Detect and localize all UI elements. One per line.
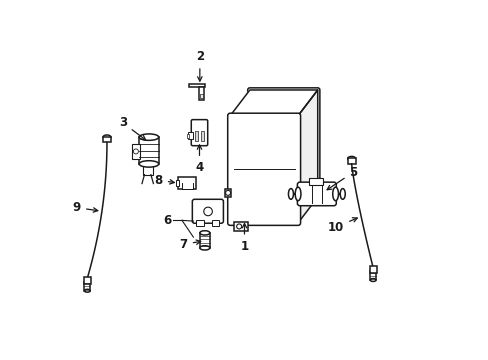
Bar [83,277,91,284]
Bar [142,163,153,175]
Bar [196,220,203,226]
Ellipse shape [340,189,345,199]
Text: 10: 10 [327,218,357,234]
FancyBboxPatch shape [227,113,300,225]
Circle shape [133,149,138,154]
Bar [199,87,204,100]
Ellipse shape [288,189,293,199]
Text: 5: 5 [326,166,357,190]
Bar [200,233,209,248]
Text: 9: 9 [73,201,98,214]
Ellipse shape [332,187,338,201]
Ellipse shape [139,134,159,140]
Bar [233,222,247,231]
FancyBboxPatch shape [297,182,336,206]
Bar [132,144,140,158]
Text: 2: 2 [195,50,203,81]
Ellipse shape [103,135,111,139]
FancyBboxPatch shape [247,88,319,199]
Text: 4: 4 [195,145,203,174]
Polygon shape [230,90,317,116]
Bar [182,183,192,189]
Ellipse shape [369,279,375,282]
Ellipse shape [200,246,209,250]
Text: 6: 6 [163,214,171,227]
Ellipse shape [200,231,209,235]
Bar [139,137,159,164]
Bar [178,177,196,189]
Bar [188,132,193,139]
FancyBboxPatch shape [192,199,223,223]
Text: 7: 7 [180,238,200,251]
Bar [84,282,90,291]
Bar [186,134,189,138]
Bar [224,189,231,197]
Text: 8: 8 [154,174,174,186]
Bar [369,271,375,280]
Bar [369,266,376,273]
Circle shape [236,224,241,229]
Ellipse shape [295,187,300,201]
Text: 3: 3 [119,116,145,140]
Circle shape [203,207,212,216]
Bar [347,158,355,164]
Bar [194,131,198,141]
Ellipse shape [347,157,355,161]
Polygon shape [298,90,317,223]
Text: 1: 1 [240,224,248,253]
Polygon shape [189,84,205,87]
Bar [308,178,323,185]
Bar [103,137,111,143]
Bar [200,94,203,98]
FancyBboxPatch shape [191,120,207,146]
Bar [175,180,179,186]
Circle shape [225,190,230,195]
Bar [200,131,203,141]
Ellipse shape [139,161,159,167]
Bar [211,220,219,226]
Ellipse shape [84,289,90,292]
